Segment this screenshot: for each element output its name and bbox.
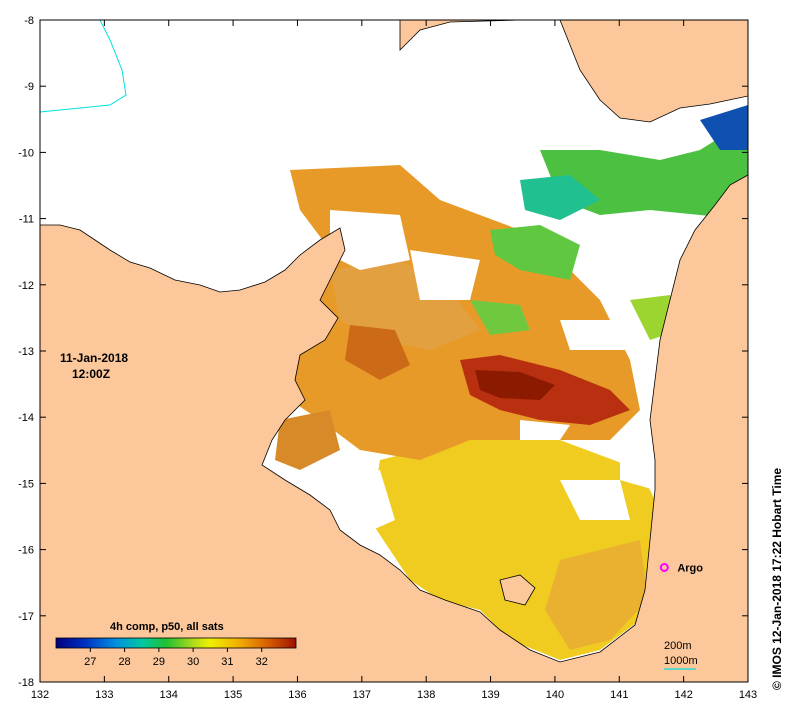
nodata-gap-7: [320, 470, 395, 540]
legend-tick-label: 27: [84, 656, 96, 668]
nodata-gap-3: [560, 320, 625, 350]
nodata-gap-5: [520, 420, 570, 440]
legend-tick-label: 31: [221, 656, 233, 668]
x-axis: 132 133 134 135 136 137 138 139 140 141 142 143: [31, 20, 757, 701]
sst-patch-central-green: [470, 300, 530, 335]
sst-patch-hot-core2: [475, 370, 555, 400]
x-tick-label: 133: [95, 689, 113, 701]
nodata-gap-4: [620, 430, 660, 490]
legend-title: 4h comp, p50, all sats: [110, 621, 224, 633]
nodata-gap-6: [560, 480, 630, 520]
y-tick-label: -10: [18, 147, 34, 159]
argo-icon: [659, 562, 669, 572]
x-tick-label: 132: [31, 689, 49, 701]
y-tick-label: -13: [18, 346, 34, 358]
y-tick-label: -9: [24, 81, 34, 93]
nodata-gap-2: [410, 250, 480, 300]
legend-ticks: 27 28 29 30 31 32: [84, 648, 268, 668]
legend-tick-label: 32: [256, 656, 268, 668]
legend-tick-label: 29: [153, 656, 165, 668]
x-tick-label: 139: [481, 689, 499, 701]
nodata-gap-1: [330, 210, 410, 270]
y-tick-label: -15: [18, 478, 34, 490]
sst-patch-south-orange: [545, 540, 648, 650]
x-tick-label: 137: [353, 689, 371, 701]
y-tick-label: -14: [18, 412, 34, 424]
y-tick-label: -17: [18, 611, 34, 623]
y-axis: -8 -9 -10 -11 -12 -13 -14 -15 -16 -17 -18: [18, 15, 748, 689]
y-tick-label: -12: [18, 280, 34, 292]
legend-tick-label: 28: [118, 656, 130, 668]
x-tick-label: 140: [546, 689, 564, 701]
y-tick-label: -16: [18, 545, 34, 557]
x-tick-label: 138: [417, 689, 435, 701]
date-line2: 12:00Z: [72, 367, 110, 381]
land-wellesley: [499, 574, 536, 606]
y-tick-label: -18: [18, 677, 34, 689]
colorbar: [55, 637, 297, 649]
x-tick-label: 135: [224, 689, 242, 701]
sst-patch-ne-cyan: [520, 175, 600, 220]
sst-patch-west-orange: [275, 410, 340, 470]
contour-legend: 200m 1000m: [664, 640, 698, 670]
land: [40, 20, 748, 682]
sst-patch-ne-blue: [700, 105, 748, 150]
sst-field: [275, 105, 748, 660]
contour-label-1000m: 1000m: [664, 655, 698, 667]
bathy-contours: [40, 20, 127, 113]
land-arnhem: [40, 174, 748, 682]
legend-tick-label: 30: [187, 656, 199, 668]
argo-float-marker: Argo: [659, 562, 703, 574]
argo-label: Argo: [677, 562, 703, 574]
land-new-guinea-south: [559, 20, 748, 123]
credit-text: © IMOS 12-Jan-2018 17:22 Hobart Time: [770, 468, 784, 690]
date-line1: 11-Jan-2018: [60, 351, 128, 365]
x-tick-label: 143: [739, 689, 757, 701]
x-tick-label: 142: [674, 689, 692, 701]
y-tick-label: -11: [19, 214, 34, 226]
sst-patch-dark-orange: [345, 325, 410, 380]
x-tick-label: 141: [610, 689, 628, 701]
x-tick-label: 136: [288, 689, 306, 701]
y-tick-label: -8: [24, 15, 34, 27]
contour-200m: [40, 20, 127, 113]
sst-patch-north-green: [490, 225, 580, 280]
x-tick-label: 134: [160, 689, 178, 701]
colorbar-legend: 4h comp, p50, all sats 27 28 29 30 31 32: [55, 621, 297, 668]
contour-label-200m: 200m: [664, 640, 692, 652]
